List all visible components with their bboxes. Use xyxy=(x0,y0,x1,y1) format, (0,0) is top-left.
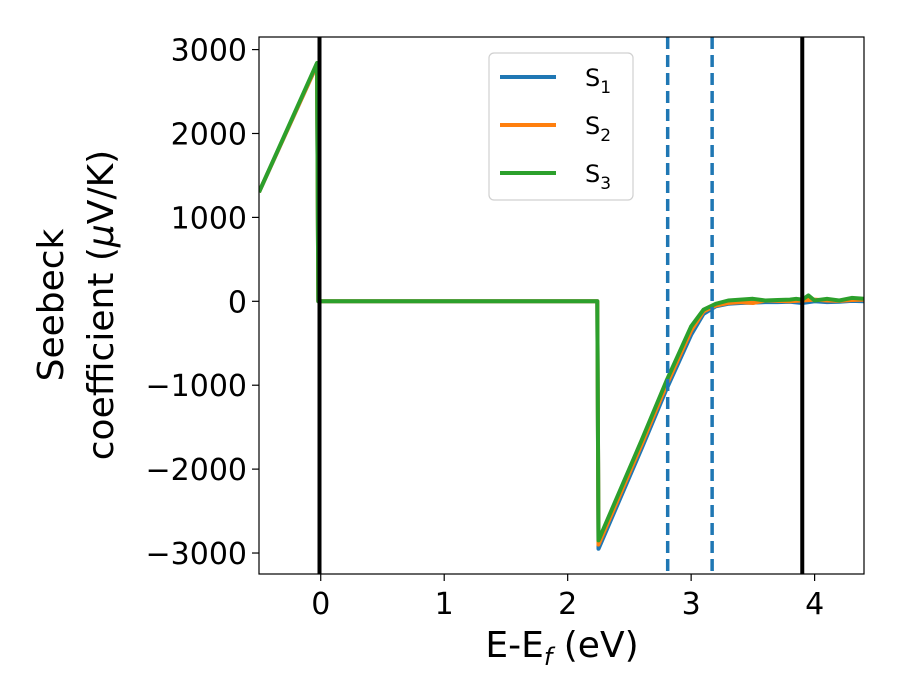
series-line-s3 xyxy=(259,61,864,543)
x-tick-label: 3 xyxy=(682,587,701,622)
x-tick-label: 1 xyxy=(435,587,454,622)
y-tick-label: −3000 xyxy=(146,537,247,572)
legend-label: S1 xyxy=(585,64,611,98)
legend-label: S3 xyxy=(585,160,611,194)
legend-entry-s2: S2 xyxy=(500,112,611,146)
x-tick-label: 2 xyxy=(558,587,577,622)
x-tick-label: 0 xyxy=(311,587,330,622)
legend-box xyxy=(488,52,634,201)
legend-entry-s1: S1 xyxy=(500,64,611,98)
x-tick-label: 4 xyxy=(805,587,824,622)
y-axis-label-line2: coefficient (μV/K) xyxy=(81,150,122,460)
y-tick-label: 1000 xyxy=(171,201,247,236)
y-tick-label: −1000 xyxy=(146,369,247,404)
y-tick-label: −2000 xyxy=(146,453,247,488)
y-tick-label: 2000 xyxy=(171,117,247,152)
y-tick-label: 0 xyxy=(228,285,247,320)
plot-frame xyxy=(258,36,865,575)
legend: S1 S2 S3 xyxy=(488,52,634,201)
legend-label: S2 xyxy=(585,112,611,146)
y-axis-label-line1: Seebeck xyxy=(31,228,72,381)
y-tick-label: 3000 xyxy=(171,34,247,69)
x-axis-label: E-Ef (eV) xyxy=(485,625,638,671)
legend-entry-s3: S3 xyxy=(500,160,611,194)
